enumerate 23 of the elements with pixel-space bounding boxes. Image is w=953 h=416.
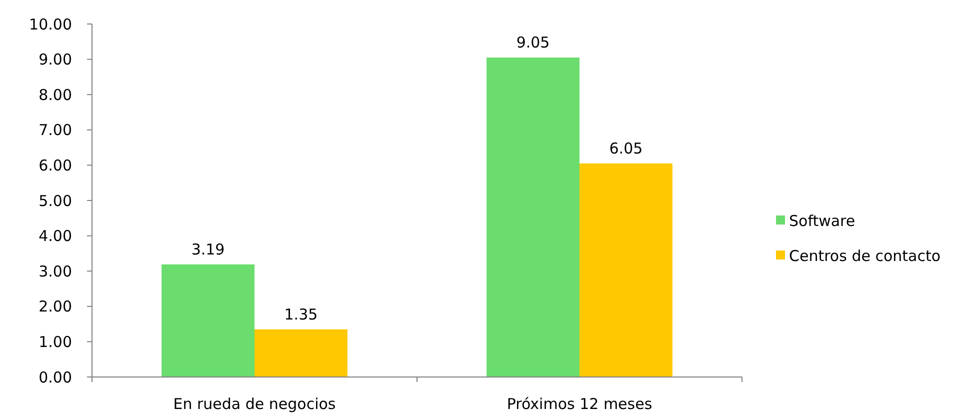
data-label: 1.35 xyxy=(284,305,318,324)
data-label: 9.05 xyxy=(516,34,550,52)
x-tick-label: En rueda de negocios xyxy=(173,395,336,413)
bar xyxy=(162,264,254,377)
y-tick-label: 2.00 xyxy=(38,298,72,316)
y-tick-label: 1.00 xyxy=(38,332,72,351)
y-tick-label: 6.00 xyxy=(38,156,72,174)
y-tick-label: 9.00 xyxy=(38,50,72,69)
legend-label: Centros de contacto xyxy=(789,246,941,265)
bar xyxy=(486,58,580,377)
data-label: 3.19 xyxy=(191,240,225,258)
bar xyxy=(580,163,672,377)
y-tick-label: 8.00 xyxy=(38,86,72,104)
y-tick-label: 3.00 xyxy=(38,262,72,280)
data-label: 6.05 xyxy=(609,139,643,158)
y-tick-label: 5.00 xyxy=(38,192,72,210)
bar xyxy=(254,329,348,377)
y-tick-label: 7.00 xyxy=(38,121,72,140)
legend-label: Software xyxy=(789,212,856,230)
y-tick-label: 4.00 xyxy=(38,227,72,246)
x-tick-label: Próximos 12 meses xyxy=(506,395,652,413)
y-tick-label: 10.00 xyxy=(29,15,72,34)
y-tick-label: 0.00 xyxy=(38,368,72,386)
